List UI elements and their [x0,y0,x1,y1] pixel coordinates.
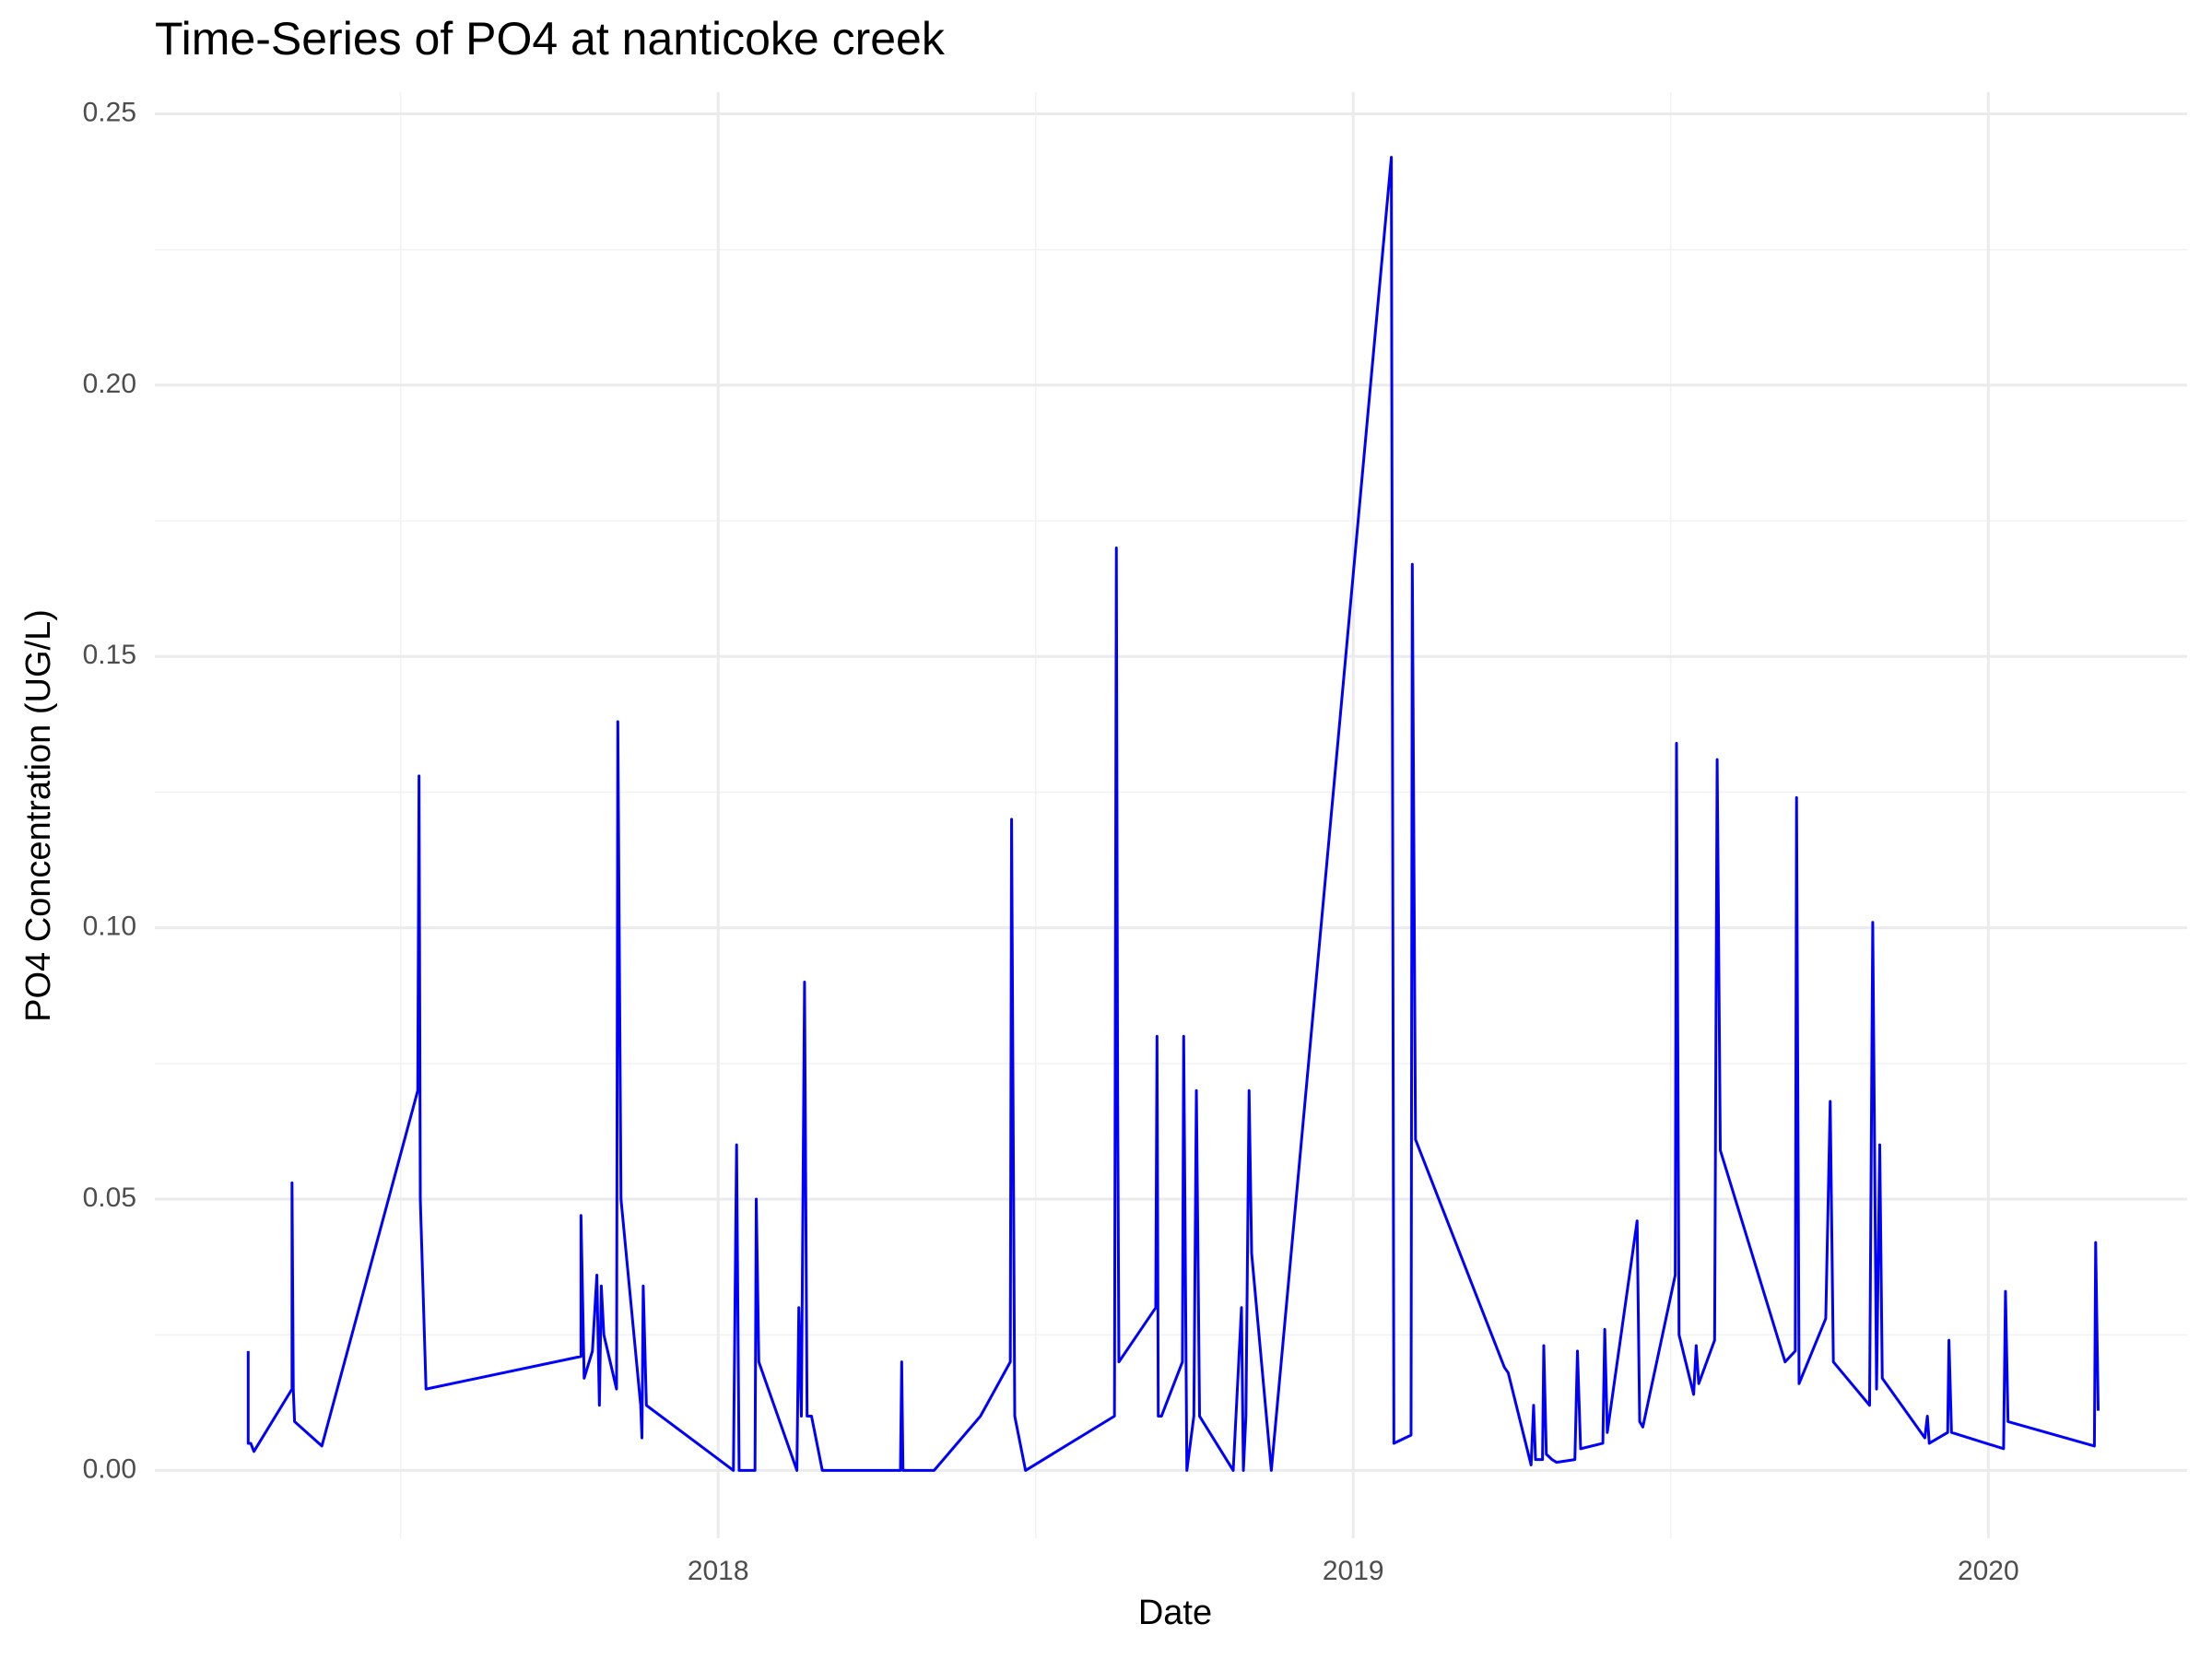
y-tick-label: 0.05 [83,1182,136,1213]
x-tick-label: 2019 [1323,1556,1384,1586]
y-tick-label: 0.10 [83,912,136,942]
chart-title: Time-Series of PO4 at nanticoke creek [155,13,946,65]
x-tick-label: 2020 [1958,1556,2019,1586]
x-tick-label: 2018 [688,1556,749,1586]
y-tick-label: 0.20 [83,369,136,399]
x-axis-label: Date [1138,1594,1212,1632]
y-axis-label: PO4 Concentration (UG/L) [19,609,58,1022]
data-line [246,156,2100,1472]
y-tick-label: 0.25 [83,97,136,127]
y-tick-label: 0.00 [83,1453,136,1484]
y-tick-label: 0.15 [83,640,136,670]
